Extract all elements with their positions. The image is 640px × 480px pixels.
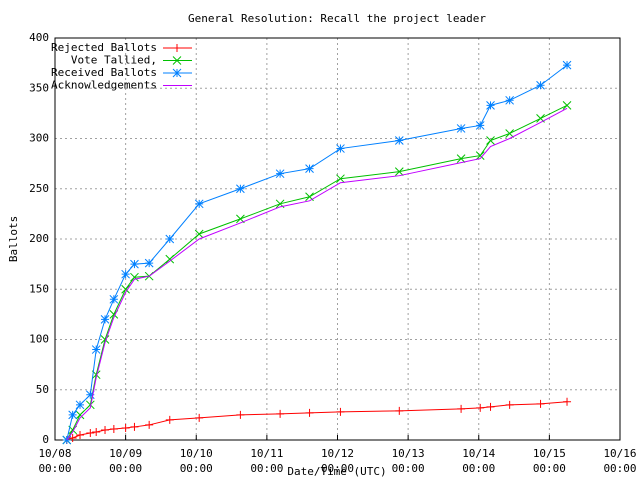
point	[194, 199, 204, 209]
point	[486, 100, 495, 110]
point	[505, 95, 515, 105]
x-axis-label: Date/Time (UTC)	[287, 465, 386, 478]
point	[86, 428, 95, 437]
point	[336, 407, 345, 416]
x-tick-label: 10/15 00:00	[532, 447, 566, 475]
point	[100, 315, 110, 324]
point	[85, 400, 95, 410]
legend-label: Vote Tallied,	[71, 54, 157, 67]
chart-title: General Resolution: Recall the project l…	[188, 12, 486, 25]
point	[536, 80, 545, 90]
point	[144, 258, 154, 268]
point	[121, 423, 130, 432]
x-tick-label: 10/16 00:00	[603, 447, 637, 475]
point	[75, 400, 85, 410]
x-tick-label: 10/09 00:00	[109, 447, 143, 475]
point	[68, 410, 78, 420]
point	[456, 154, 466, 163]
point	[172, 56, 182, 65]
point	[92, 427, 101, 436]
point	[563, 397, 572, 406]
point	[91, 345, 101, 354]
y-tick-label: 50	[36, 383, 49, 396]
y-tick-label: 350	[29, 81, 49, 94]
point	[85, 390, 95, 400]
point	[165, 415, 174, 424]
point	[562, 100, 572, 110]
point	[121, 269, 130, 279]
point	[109, 294, 119, 304]
point	[486, 402, 495, 411]
x-tick-label: 10/13 00:00	[391, 447, 425, 475]
x-tick-label: 10/12 00:00	[320, 447, 355, 475]
legend-label: Received Ballots	[51, 66, 157, 79]
point	[336, 144, 345, 153]
y-tick-label: 400	[29, 31, 49, 44]
point	[236, 410, 245, 419]
point	[305, 408, 314, 417]
series-line	[66, 401, 568, 441]
point	[100, 335, 110, 344]
point	[76, 430, 85, 439]
point	[476, 403, 485, 412]
y-tick-label: 200	[29, 232, 49, 245]
x-tick-label: 10/08 00:00	[38, 447, 72, 475]
x-tick-label: 10/14 00:00	[462, 447, 496, 475]
y-axis-label: Ballots	[7, 216, 20, 262]
point	[130, 259, 139, 269]
point	[130, 272, 139, 282]
point	[145, 420, 154, 429]
point	[194, 229, 204, 239]
point	[505, 400, 514, 409]
point	[475, 151, 485, 160]
point	[394, 167, 404, 177]
point	[395, 406, 404, 415]
point	[305, 164, 314, 174]
point	[195, 413, 204, 422]
point	[456, 124, 466, 133]
x-tick-label: 10/10 00:00	[179, 447, 213, 475]
plot-frame	[54, 37, 621, 441]
point	[536, 399, 545, 408]
point	[486, 136, 495, 145]
point	[172, 68, 182, 78]
y-tick-label: 0	[42, 433, 49, 446]
y-tick-label: 100	[29, 333, 49, 346]
point	[101, 425, 110, 434]
legend-label: Rejected Ballots	[51, 41, 157, 54]
point	[75, 410, 85, 420]
point	[109, 424, 118, 433]
series-line	[66, 107, 568, 441]
point	[275, 169, 285, 179]
point	[173, 44, 181, 52]
point	[475, 121, 485, 130]
point	[505, 129, 515, 138]
point	[165, 234, 175, 244]
point	[457, 404, 466, 413]
y-tick-label: 250	[29, 182, 49, 195]
point	[236, 184, 245, 194]
point	[130, 422, 139, 431]
point	[121, 284, 130, 294]
point	[68, 433, 77, 442]
point	[394, 136, 404, 145]
y-tick-label: 150	[29, 282, 49, 295]
x-tick-label: 10/11 00:00	[250, 447, 284, 475]
legend-label: Acknowledgements	[51, 79, 157, 92]
series-line	[66, 64, 568, 441]
y-tick-label: 300	[29, 132, 49, 145]
point	[62, 435, 72, 445]
point	[336, 174, 345, 184]
point	[165, 254, 175, 264]
point	[562, 60, 572, 70]
point	[276, 409, 285, 418]
